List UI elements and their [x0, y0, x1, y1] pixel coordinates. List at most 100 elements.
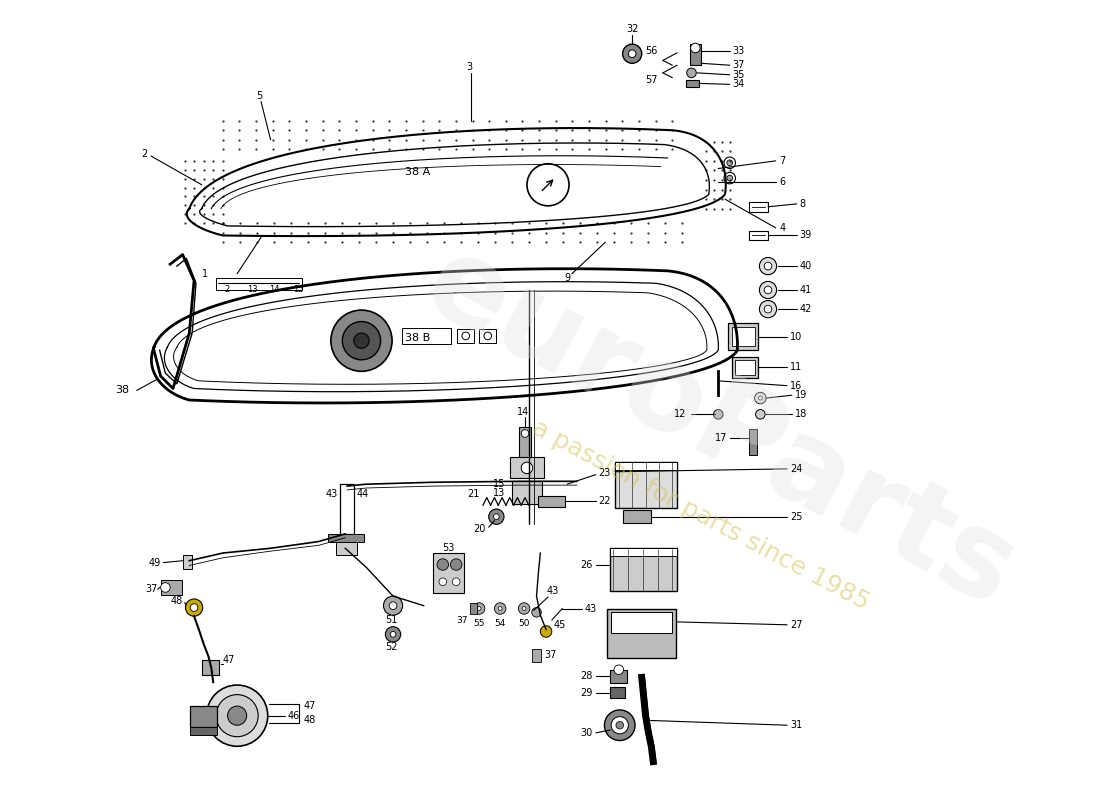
Text: 34: 34 — [733, 79, 745, 90]
Circle shape — [686, 68, 696, 78]
Circle shape — [764, 262, 772, 270]
Bar — [336, 542, 356, 555]
Circle shape — [384, 596, 403, 615]
Text: euroParts: euroParts — [406, 225, 1035, 632]
Text: 18: 18 — [795, 410, 807, 419]
Circle shape — [628, 50, 636, 58]
Text: 25: 25 — [790, 512, 803, 522]
Bar — [161, 580, 182, 595]
Text: 14: 14 — [517, 407, 529, 418]
Bar — [728, 323, 758, 350]
Circle shape — [714, 410, 723, 419]
Circle shape — [727, 175, 733, 181]
Text: 12: 12 — [674, 410, 686, 419]
Circle shape — [477, 606, 481, 610]
Circle shape — [498, 606, 502, 610]
Circle shape — [612, 717, 628, 734]
Text: 45: 45 — [553, 620, 566, 630]
Text: 37: 37 — [145, 584, 157, 594]
Circle shape — [390, 631, 396, 638]
Text: 2: 2 — [141, 149, 147, 159]
Circle shape — [385, 626, 400, 642]
Bar — [623, 510, 651, 523]
Circle shape — [488, 509, 504, 524]
Text: 37: 37 — [544, 650, 557, 660]
Text: 53: 53 — [442, 543, 454, 554]
Circle shape — [439, 578, 447, 586]
Text: 48: 48 — [304, 715, 316, 726]
Text: 39: 39 — [800, 230, 812, 241]
Bar — [749, 429, 757, 455]
Text: 9: 9 — [564, 273, 570, 282]
Bar — [610, 670, 627, 683]
Circle shape — [450, 558, 462, 570]
Circle shape — [614, 665, 624, 674]
Bar — [607, 609, 676, 658]
Text: 35: 35 — [733, 70, 745, 80]
Circle shape — [452, 578, 460, 586]
Text: 44: 44 — [356, 489, 369, 498]
Text: 43: 43 — [584, 603, 596, 614]
Text: 47: 47 — [304, 701, 316, 711]
Bar — [509, 458, 544, 478]
Text: 13: 13 — [493, 488, 505, 498]
Bar — [685, 79, 700, 87]
Circle shape — [758, 396, 762, 400]
Circle shape — [522, 606, 526, 610]
Text: 6: 6 — [780, 177, 785, 187]
Circle shape — [755, 392, 766, 404]
Text: 14: 14 — [268, 286, 279, 294]
Bar — [538, 496, 565, 507]
Circle shape — [759, 258, 777, 274]
Bar — [470, 602, 477, 614]
Circle shape — [756, 410, 766, 419]
Bar — [736, 360, 755, 375]
Circle shape — [759, 282, 777, 298]
Text: 47: 47 — [223, 655, 235, 665]
Text: 37: 37 — [456, 615, 468, 625]
Circle shape — [437, 558, 449, 570]
Text: 51: 51 — [385, 615, 397, 625]
Text: 11: 11 — [790, 362, 802, 373]
Circle shape — [216, 694, 258, 737]
Text: 37: 37 — [733, 60, 745, 70]
Text: 42: 42 — [800, 304, 812, 314]
Circle shape — [462, 332, 470, 340]
Text: 38: 38 — [116, 386, 130, 395]
Circle shape — [161, 582, 170, 592]
Text: 15: 15 — [493, 479, 505, 489]
Bar — [749, 202, 768, 211]
Circle shape — [354, 333, 370, 348]
Text: 24: 24 — [790, 464, 802, 474]
Circle shape — [186, 599, 202, 616]
Text: 8: 8 — [800, 199, 805, 209]
Bar — [512, 482, 542, 504]
Text: 56: 56 — [646, 46, 658, 56]
Bar — [732, 327, 755, 346]
Bar — [328, 534, 364, 542]
Text: 33: 33 — [733, 46, 745, 56]
Bar — [458, 330, 474, 342]
Circle shape — [759, 301, 777, 318]
Text: 49: 49 — [148, 558, 161, 568]
Bar — [190, 706, 217, 727]
Bar — [732, 357, 758, 378]
Text: 7: 7 — [780, 156, 785, 166]
Bar — [183, 555, 192, 570]
Circle shape — [331, 310, 392, 371]
Text: 55: 55 — [473, 619, 485, 628]
Text: 54: 54 — [495, 619, 506, 628]
Text: 50: 50 — [518, 619, 530, 628]
Text: 29: 29 — [581, 688, 593, 698]
Text: 52: 52 — [385, 642, 397, 652]
Text: 23: 23 — [598, 468, 612, 478]
Circle shape — [207, 685, 267, 746]
Bar — [201, 660, 219, 675]
Text: 3: 3 — [466, 62, 473, 72]
Text: 38 A: 38 A — [405, 167, 430, 178]
Bar — [610, 548, 678, 556]
Bar — [531, 649, 541, 662]
Text: 15: 15 — [293, 286, 304, 294]
Text: 4: 4 — [780, 223, 785, 233]
Text: 31: 31 — [790, 720, 802, 730]
